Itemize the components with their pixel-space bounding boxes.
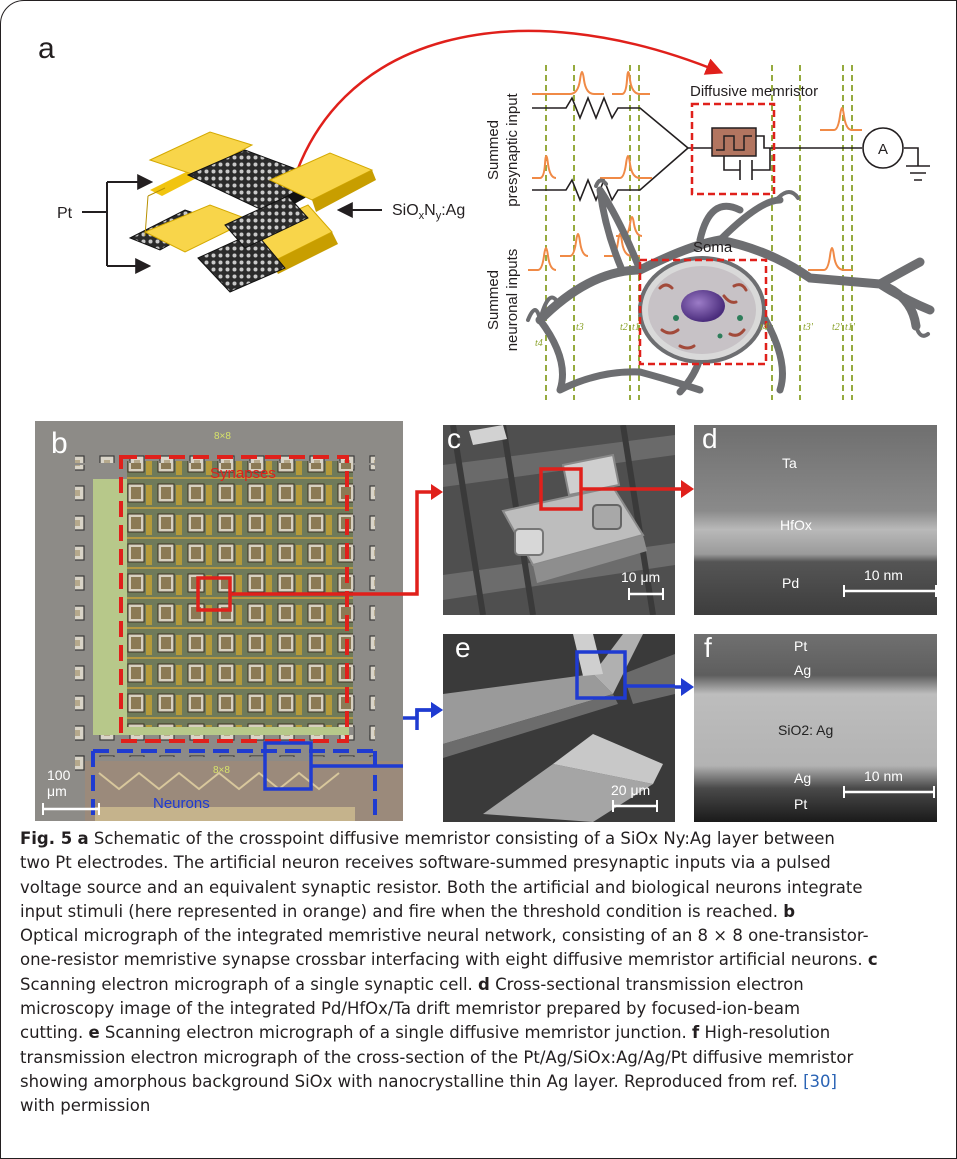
caption-line: Optical micrograph of the integrated mem… [20,926,869,946]
caption-line: cutting. e Scanning electron micrograph … [20,1023,831,1043]
panel-b-micrograph: b 8×8 8×8 Synapses Neurons 100 μm [35,421,403,821]
scale-unit-b: μm [47,783,67,799]
presynaptic-input-label: Summed presynaptic input [485,92,521,206]
panel-e-letter: e [455,634,471,663]
svg-text:t2: t2 [620,322,628,333]
connector-arrow-e-right [675,678,694,696]
panel-f-letter: f [704,634,712,663]
neurons-label: Neurons [153,795,210,812]
pt-bracket [82,181,148,266]
connector-arrow-c [675,480,694,498]
connector-arrow-e [403,702,443,720]
synapse-dashed-box [119,455,349,743]
panel-c-letter: c [447,425,461,454]
panel-d-micrograph: d Ta HfOx Pd 10 nm [694,425,937,615]
svg-text:Summed: Summed [485,120,502,180]
svg-text:neuronal inputs: neuronal inputs [504,249,521,352]
layer-ag-bottom: Ag [794,770,812,786]
input-spikes [528,71,862,271]
red-arrow-icon [286,29,724,201]
svg-text:t4': t4' [760,322,771,333]
diffusive-memristor-label: Diffusive memristor [690,83,818,100]
scale-label-e: 20 μm [611,782,651,798]
caption-line: two Pt electrodes. The artificial neuron… [20,853,831,873]
caption-line: input stimuli (here represented in orang… [20,901,796,921]
caption-line: showing amorphous background SiOx with n… [20,1071,837,1091]
soma-label: Soma [693,239,733,256]
ammeter-label: A [878,141,888,158]
svg-text:t4: t4 [535,338,543,349]
caption-line: voltage source and an equivalent synapti… [20,877,863,897]
panel-f-micrograph: f Pt Ag SiO2: Ag Ag Pt 10 nm [694,634,937,822]
caption-line: microscopy image of the integrated Pd/Hf… [20,999,801,1019]
ammeter-icon [862,127,904,169]
panel-e-micrograph: e 20 μm [443,634,675,822]
scale-value-b: 100 [47,767,71,783]
reference-link[interactable]: [30] [803,1071,837,1091]
panel-d-letter: d [702,425,718,454]
scale-label-f: 10 nm [864,768,903,784]
memristor-dashed-box [690,102,776,196]
soma-dashed-box [638,258,768,366]
caption-line: Fig. 5 a Schematic of the crosspoint dif… [20,829,835,848]
crosspoint-device [128,131,376,293]
caption-line: with permission [20,1096,151,1116]
synapses-label: Synapses [210,465,276,482]
svg-text:t3': t3' [803,322,814,333]
time-labels: t4 t3 t2 t1 t4' t3' t2' t1' [535,322,856,349]
svg-text:t3: t3 [576,322,584,333]
figure-caption: Fig. 5 a Schematic of the crosspoint dif… [20,827,940,1119]
svg-text:t1: t1 [632,322,640,333]
chip-label-top: 8×8 [214,431,231,442]
layer-ag-top: Ag [794,662,812,678]
chip-label-bottom: 8×8 [213,765,230,776]
figure-label: Fig. 5 [20,829,73,848]
caption-line: transmission electron micrograph of the … [20,1047,854,1067]
panel-a-letter: a [38,32,55,65]
layer-hfox: HfOx [780,517,812,533]
layer-ta: Ta [782,455,797,471]
layer-pt-bottom: Pt [794,796,808,812]
panel-b-letter: b [51,427,68,460]
caption-line: Scanning electron micrograph of a single… [20,974,804,994]
connector-arrows-b [403,484,443,730]
panel-c-micrograph: c 10 μm [443,425,675,615]
svg-text:presynaptic input: presynaptic input [504,92,521,206]
panel-a-schematic: a Pt SiOxNy:Ag Summed presynaptic input … [38,29,935,400]
scale-label-c: 10 μm [621,569,661,585]
neuronal-inputs-label: Summed neuronal inputs [485,249,521,352]
layer-sio2-ag: SiO2: Ag [778,722,834,738]
svg-text:t2': t2' [832,322,843,333]
svg-text:Summed: Summed [485,270,502,330]
layer-pt-top: Pt [794,638,808,654]
layer-pd: Pd [782,575,800,591]
caption-line: one-resistor memristive synapse crossbar… [20,950,878,970]
biological-neuron [526,178,935,396]
time-dashed-lines [545,65,853,400]
svg-text:t1': t1' [845,322,856,333]
scale-label-d: 10 nm [864,567,903,583]
pt-label: Pt [57,205,73,222]
sio-label: SiOxNy:Ag [392,202,465,222]
junction-box [575,650,627,700]
